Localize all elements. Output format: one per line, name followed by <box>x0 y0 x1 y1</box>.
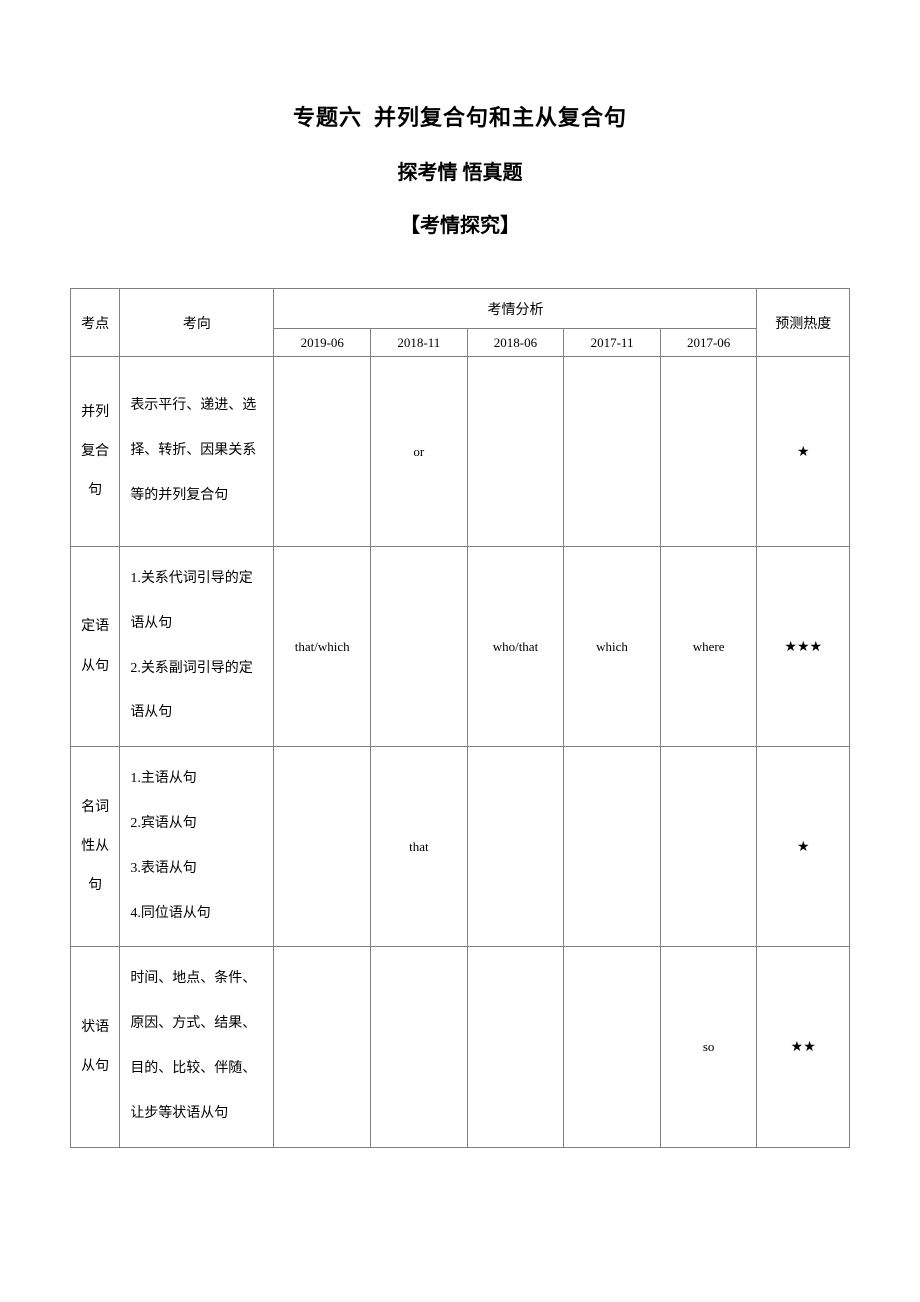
main-title: 专题六并列复合句和主从复合句 <box>70 100 850 132</box>
cell-data: so <box>660 947 757 1147</box>
cell-data <box>274 947 371 1147</box>
cell-data <box>274 357 371 547</box>
cell-data: that/which <box>274 547 371 747</box>
cell-data: or <box>371 357 468 547</box>
cell-heat: ★★★ <box>757 547 850 747</box>
period-4: 2017-06 <box>660 329 757 357</box>
header-kaodian: 考点 <box>71 289 120 357</box>
cell-data <box>467 357 564 547</box>
period-0: 2019-06 <box>274 329 371 357</box>
cell-heat: ★★ <box>757 947 850 1147</box>
header-heat: 预测热度 <box>757 289 850 357</box>
cell-kaoxiang: 表示平行、递进、选择、转折、因果关系等的并列复合句 <box>120 357 274 547</box>
cell-data <box>371 547 468 747</box>
analysis-table: 考点 考向 考情分析 预测热度 2019-06 2018-11 2018-06 … <box>70 288 850 1148</box>
table-row: 并列复合句 表示平行、递进、选择、转折、因果关系等的并列复合句 or ★ <box>71 357 850 547</box>
cell-heat: ★ <box>757 747 850 947</box>
period-1: 2018-11 <box>371 329 468 357</box>
cell-data <box>467 947 564 1147</box>
period-3: 2017-11 <box>564 329 661 357</box>
cell-data: that <box>371 747 468 947</box>
cell-heat: ★ <box>757 357 850 547</box>
title-prefix: 专题六 <box>293 105 362 130</box>
cell-data <box>467 747 564 947</box>
table-row: 状语从句 时间、地点、条件、原因、方式、结果、目的、比较、伴随、让步等状语从句 … <box>71 947 850 1147</box>
cell-data <box>564 747 661 947</box>
table-body: 并列复合句 表示平行、递进、选择、转折、因果关系等的并列复合句 or ★ 定语从… <box>71 357 850 1148</box>
cell-data <box>564 947 661 1147</box>
header-analysis: 考情分析 <box>274 289 757 329</box>
cell-data <box>564 357 661 547</box>
cell-kaodian: 并列复合句 <box>71 357 120 547</box>
header-kaoxiang: 考向 <box>120 289 274 357</box>
header-row-1: 考点 考向 考情分析 预测热度 <box>71 289 850 329</box>
cell-kaoxiang: 时间、地点、条件、原因、方式、结果、目的、比较、伴随、让步等状语从句 <box>120 947 274 1147</box>
cell-kaodian: 名词性从句 <box>71 747 120 947</box>
subtitle-2: 【考情探究】 <box>70 209 850 238</box>
cell-data <box>660 357 757 547</box>
cell-data: which <box>564 547 661 747</box>
period-2: 2018-06 <box>467 329 564 357</box>
table-row: 名词性从句 1.主语从句2.宾语从句3.表语从句4.同位语从句 that ★ <box>71 747 850 947</box>
cell-data <box>371 947 468 1147</box>
cell-data <box>274 747 371 947</box>
title-suffix: 并列复合句和主从复合句 <box>374 105 627 130</box>
cell-kaoxiang: 1.主语从句2.宾语从句3.表语从句4.同位语从句 <box>120 747 274 947</box>
cell-kaodian: 状语从句 <box>71 947 120 1147</box>
cell-kaoxiang: 1.关系代词引导的定语从句2.关系副词引导的定语从句 <box>120 547 274 747</box>
table-row: 定语从句 1.关系代词引导的定语从句2.关系副词引导的定语从句 that/whi… <box>71 547 850 747</box>
cell-data <box>660 747 757 947</box>
cell-data: where <box>660 547 757 747</box>
cell-data: who/that <box>467 547 564 747</box>
title-block: 专题六并列复合句和主从复合句 探考情 悟真题 【考情探究】 <box>70 100 850 238</box>
subtitle-1: 探考情 悟真题 <box>70 156 850 185</box>
cell-kaodian: 定语从句 <box>71 547 120 747</box>
